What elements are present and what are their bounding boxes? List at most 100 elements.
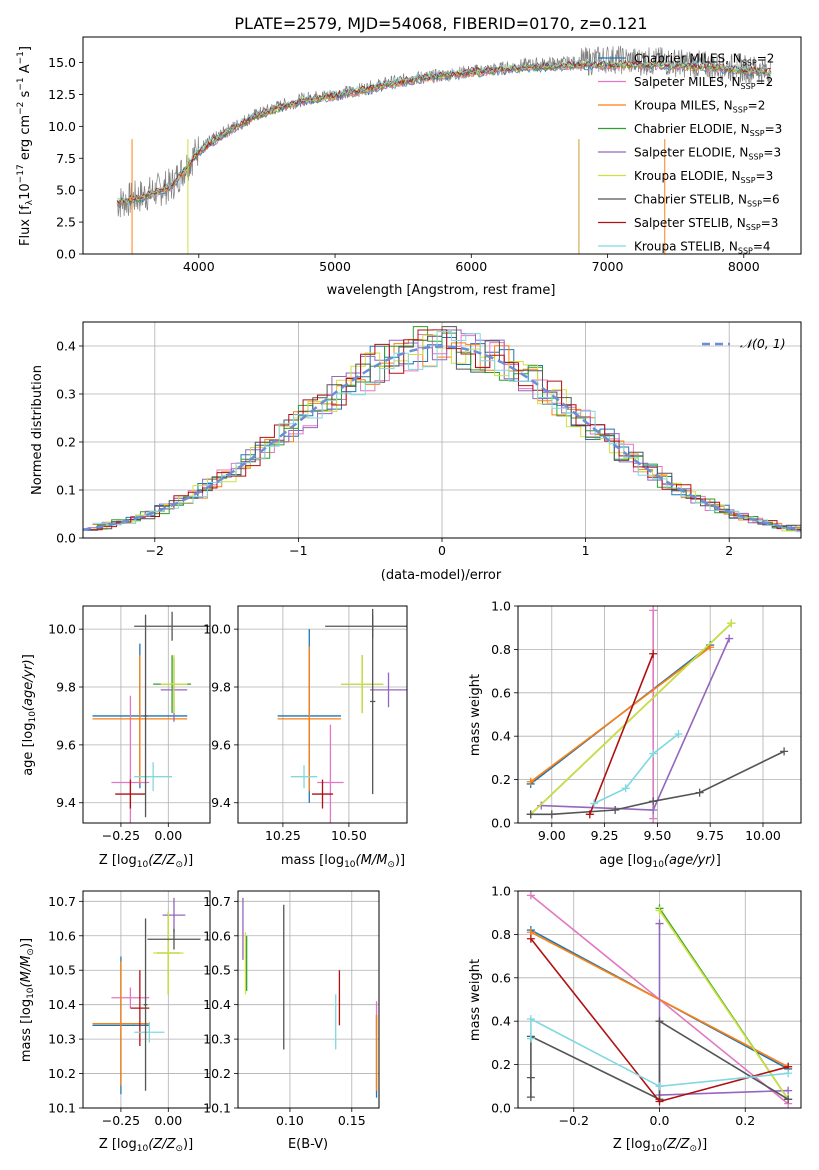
residuals-ytick-label: 0.0 — [56, 531, 76, 546]
spectrum-xtick-label: 5000 — [319, 259, 351, 274]
mass-vs-Z-ytick-label: 10.1 — [48, 1101, 76, 1116]
weight-vs-Z-ytick-label: 0.8 — [491, 927, 511, 942]
weight-z-ylabel: mass weight — [468, 959, 483, 1041]
legend-entry: Salpeter STELIB, NSSP=3 — [634, 216, 778, 232]
residuals-xtick-label: 1 — [582, 543, 590, 558]
mass-vs-Z-ytick-label: 10.7 — [48, 894, 76, 909]
legend-entry: Chabrier MILES, NSSP=2 — [634, 52, 774, 68]
weight-vs-age-point-marker — [780, 747, 788, 755]
weight-z-xlabel: Z [log10(Z/Z⊙)] — [613, 1137, 707, 1154]
weight-vs-Z-point-marker — [784, 1087, 792, 1095]
mass-z-xlabel: Z [log10(Z/Z⊙)] — [99, 1137, 193, 1154]
mass-ebv-xlabel: E(B-V) — [288, 1137, 328, 1152]
mass-vs-Z-panel: −0.25 0.0010.110.210.310.410.510.610.7 — [48, 891, 210, 1128]
age-z-xlabel: Z [log10(Z/Z⊙)] — [99, 853, 193, 870]
legend-entry: Kroupa ELODIE, NSSP=3 — [634, 169, 773, 185]
weight-vs-age-series-line — [531, 647, 711, 782]
mass-vs-ebv-ytick-label: 10.4 — [203, 997, 231, 1012]
spectrum-ytick-label: 12.5 — [48, 87, 76, 102]
age-vs-Z-frame — [83, 606, 210, 823]
residuals-ylabel: Normed distribution — [30, 365, 45, 495]
mass-vs-ebv-ytick-label: 10.7 — [203, 894, 231, 909]
weight-vs-age-series-line — [594, 734, 679, 804]
residuals-xlabel: (data-model)/error — [381, 568, 502, 583]
mass-vs-Z-ytick-label: 10.2 — [48, 1066, 76, 1081]
weight-age-xlabel: age [log10(age/yr)] — [599, 853, 721, 870]
figure-canvas: PLATE=2579, MJD=54068, FIBERID=0170, z=0… — [0, 0, 819, 1170]
spectrum-ytick-label: 2.5 — [56, 215, 76, 230]
weight-vs-Z-point-marker — [656, 920, 664, 928]
spectrum-ytick-label: 10.0 — [48, 119, 76, 134]
mass-vs-ebv-panel: 0.10 0.15 10.1 10.2 10.3 10.4 10.5 10.6 10.7 — [203, 891, 379, 1128]
weight-vs-Z-ytick-label: 0.4 — [491, 1014, 511, 1029]
age-vs-Z-ytick-label: 10.0 — [48, 622, 76, 637]
mass-vs-Z-frame — [83, 891, 210, 1108]
weight-vs-Z-xtick-label: 0.0 — [650, 1113, 670, 1128]
spectrum-xtick-label: 4000 — [183, 259, 215, 274]
mass-vs-Z-xtick-label: 0.00 — [154, 1113, 182, 1128]
mass-vs-Z-ytick-label: 10.4 — [48, 997, 76, 1012]
age-vs-mass-ytick-label: 9.8 — [211, 680, 231, 695]
residuals-xtick-label: −1 — [289, 543, 307, 558]
age-vs-Z-xtick-label: 0.00 — [154, 828, 182, 843]
weight-vs-age-ytick-label: 1.0 — [491, 599, 511, 614]
weight-vs-Z-ytick-label: 0.6 — [491, 970, 511, 985]
age-vs-Z-panel: −0.25 0.009.49.69.810.0 — [48, 606, 210, 869]
spectrum-xlabel: wavelength [Angstrom, rest frame] — [327, 283, 556, 298]
weight-vs-age-point-marker — [649, 606, 657, 614]
mass-vs-ebv-plot-area — [243, 898, 377, 1098]
weight-vs-age-point-marker — [590, 799, 598, 807]
weight-vs-age-xtick-label: 9.25 — [591, 828, 619, 843]
figure-title: PLATE=2579, MJD=54068, FIBERID=0170, z=0… — [234, 14, 647, 33]
age-z-ylabel: age [log10(age/yr)] — [21, 654, 38, 776]
spectrum-xtick-label: 7000 — [592, 259, 624, 274]
weight-vs-age-point-marker — [649, 650, 657, 658]
weight-vs-Z-point-marker — [527, 1015, 535, 1023]
mass-vs-ebv-ytick-label: 10.5 — [203, 963, 231, 978]
residuals-xtick-label: −2 — [146, 543, 164, 558]
weight-vs-Z-point-marker — [656, 1017, 664, 1025]
legend-entry: Salpeter ELODIE, NSSP=3 — [634, 146, 781, 162]
weight-vs-age-ytick-label: 0.2 — [491, 772, 511, 787]
mass-vs-ebv-xtick-label: 0.10 — [276, 1113, 304, 1128]
weight-vs-age-point-marker — [548, 810, 556, 818]
weight-vs-age-point-marker — [537, 802, 545, 810]
age-vs-mass-xtick-label: 10.25 — [265, 828, 301, 843]
weight-vs-age-xtick-label: 9.00 — [538, 828, 566, 843]
weight-vs-age-frame — [518, 606, 801, 823]
mass-vs-Z-ytick-label: 10.6 — [48, 928, 76, 943]
weight-vs-Z-point-marker — [656, 1082, 664, 1090]
age-vs-mass-ytick-label: 9.6 — [211, 737, 231, 752]
weight-vs-age-panel: 9.00 9.25 9.50 9.75 10.000.00.20.40.60.81.0 — [491, 599, 801, 844]
weight-vs-age-point-marker — [649, 806, 657, 814]
weight-vs-Z-series-line — [660, 911, 789, 1100]
residuals-ytick-label: 0.4 — [56, 339, 76, 354]
spectrum-ytick-label: 5.0 — [56, 183, 76, 198]
weight-vs-Z-ytick-label: 1.0 — [491, 884, 511, 899]
mass-z-ylabel: mass [log10(M/M⊙)] — [19, 938, 36, 1062]
age-mass-xlabel: mass [log10(M/M⊙)] — [281, 853, 405, 870]
residuals-plot-area — [83, 327, 819, 533]
weight-vs-age-point-marker — [696, 789, 704, 797]
weight-vs-Z-point-marker — [527, 1074, 535, 1082]
spectrum-panel: 4000 5000 6000 7000 8000 0.0 2.5 5.0 7.5 10.0 12.5… — [48, 37, 801, 274]
mass-vs-ebv-frame — [238, 891, 379, 1108]
weight-vs-Z-panel: −0.2 0.0 0.20.00.20.40.60.81.0 — [491, 884, 801, 1129]
age-vs-mass-panel: 10.25 10.50 9.4 9.6 9.8 10.0 — [203, 606, 420, 843]
residual-histogram — [88, 330, 819, 532]
residuals-xtick-label: 2 — [725, 543, 733, 558]
mass-vs-ebv-ytick-label: 10.2 — [203, 1066, 231, 1081]
legend-entry: Kroupa STELIB, NSSP=4 — [634, 240, 771, 256]
weight-vs-age-ytick-label: 0.8 — [491, 642, 511, 657]
mass-vs-Z-ytick-label: 10.5 — [48, 963, 76, 978]
spectrum-ytick-label: 7.5 — [56, 151, 76, 166]
mass-vs-ebv-xtick-label: 0.15 — [338, 1113, 366, 1128]
weight-age-ylabel: mass weight — [468, 674, 483, 756]
residuals-ytick-label: 0.1 — [56, 483, 76, 498]
mass-vs-ebv-ytick-label: 10.1 — [203, 1101, 231, 1116]
residual-histogram — [88, 335, 819, 531]
spectrum-ylabel: Flux [fλ10−17 erg cm−2 s−1 A−1] — [16, 46, 35, 246]
weight-vs-age-xtick-label: 9.75 — [696, 828, 724, 843]
legend-entry: Chabrier STELIB, NSSP=6 — [634, 193, 780, 209]
weight-vs-age-point-marker — [725, 635, 733, 643]
